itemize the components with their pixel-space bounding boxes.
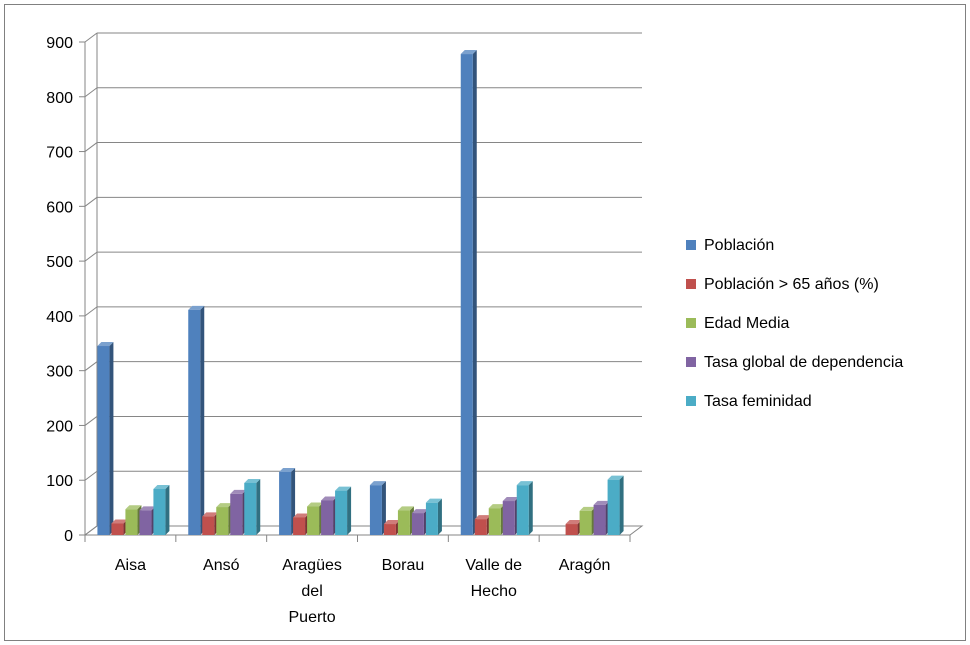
legend-swatch (686, 318, 696, 328)
legend-swatch (686, 396, 696, 406)
y-tick-label: 500 (46, 254, 73, 271)
gridline-depth (84, 32, 98, 43)
x-tick-label: Aragón (559, 557, 611, 574)
legend-item: Tasa feminidad (686, 393, 812, 410)
bar (125, 505, 142, 535)
bar (474, 515, 491, 535)
y-tick-label: 200 (46, 418, 73, 435)
y-tick-label: 400 (46, 309, 73, 326)
legend-item: Población (686, 237, 774, 254)
gridline-depth (84, 196, 98, 207)
bar (202, 512, 219, 535)
bar (425, 498, 442, 535)
bar (502, 497, 519, 535)
gridline-depth (84, 87, 98, 98)
bar (397, 506, 414, 535)
x-tick-labels: Aisa Ansó Aragües del Puerto Borau Valle de Hec… (115, 557, 611, 626)
y-tick-label: 900 (46, 35, 73, 52)
bar (607, 475, 624, 535)
y-tick-label: 0 (64, 528, 73, 545)
gridline-depth (84, 470, 98, 481)
bar (579, 506, 596, 535)
gridline-depth (84, 251, 98, 262)
bar (216, 503, 233, 535)
bar (411, 509, 428, 535)
x-tick-label: Aisa (115, 557, 146, 574)
legend-label: Población > 65 años (%) (704, 276, 879, 293)
bar (321, 496, 338, 535)
x-tick-label: Ansó (203, 557, 240, 574)
axes (79, 33, 644, 542)
bar (111, 519, 128, 535)
bar (593, 500, 610, 535)
legend-label: Población (704, 237, 774, 254)
legend-swatch (686, 240, 696, 250)
bar (460, 50, 477, 535)
bar (244, 478, 261, 535)
bar (279, 468, 296, 535)
legend-label: Tasa global de dependencia (704, 354, 903, 371)
y-tick-label: 300 (46, 364, 73, 381)
y-tick-label: 100 (46, 473, 73, 490)
bar (488, 504, 505, 535)
legend-swatch (686, 357, 696, 367)
bar (307, 502, 324, 535)
bar (153, 484, 170, 535)
legend-label: Tasa feminidad (704, 393, 812, 410)
x-tick-label: Valle de Hecho (465, 557, 522, 600)
x-tick-label: Aragües del Puerto (282, 557, 342, 626)
bar (565, 520, 582, 535)
bar (230, 489, 247, 535)
bar (97, 342, 114, 535)
y-tick-label: 800 (46, 90, 73, 107)
bar (335, 486, 352, 535)
bar (383, 520, 400, 535)
gridline-depth (84, 142, 98, 152)
legend-swatch (686, 279, 696, 289)
x-tick-label: Borau (382, 557, 425, 574)
gridlines (84, 32, 642, 536)
legend: Población Población > 65 años (%) Edad Med… (686, 237, 903, 410)
y-tick-label: 700 (46, 145, 73, 162)
legend-item: Tasa global de dependencia (686, 354, 903, 371)
bar (293, 513, 310, 535)
gridline-depth (84, 306, 98, 317)
bar (139, 506, 156, 535)
gridline-depth (84, 416, 98, 426)
bars (97, 50, 624, 535)
legend-item: Población > 65 años (%) (686, 276, 879, 293)
bar (188, 305, 205, 535)
y-tick-labels: 0 100 200 300 400 500 600 700 800 900 (46, 35, 73, 545)
bar (369, 481, 386, 535)
legend-label: Edad Media (704, 315, 789, 332)
y-tick-label: 600 (46, 199, 73, 216)
gridline-depth (84, 361, 98, 372)
legend-item: Edad Media (686, 315, 789, 332)
bar (516, 481, 533, 535)
